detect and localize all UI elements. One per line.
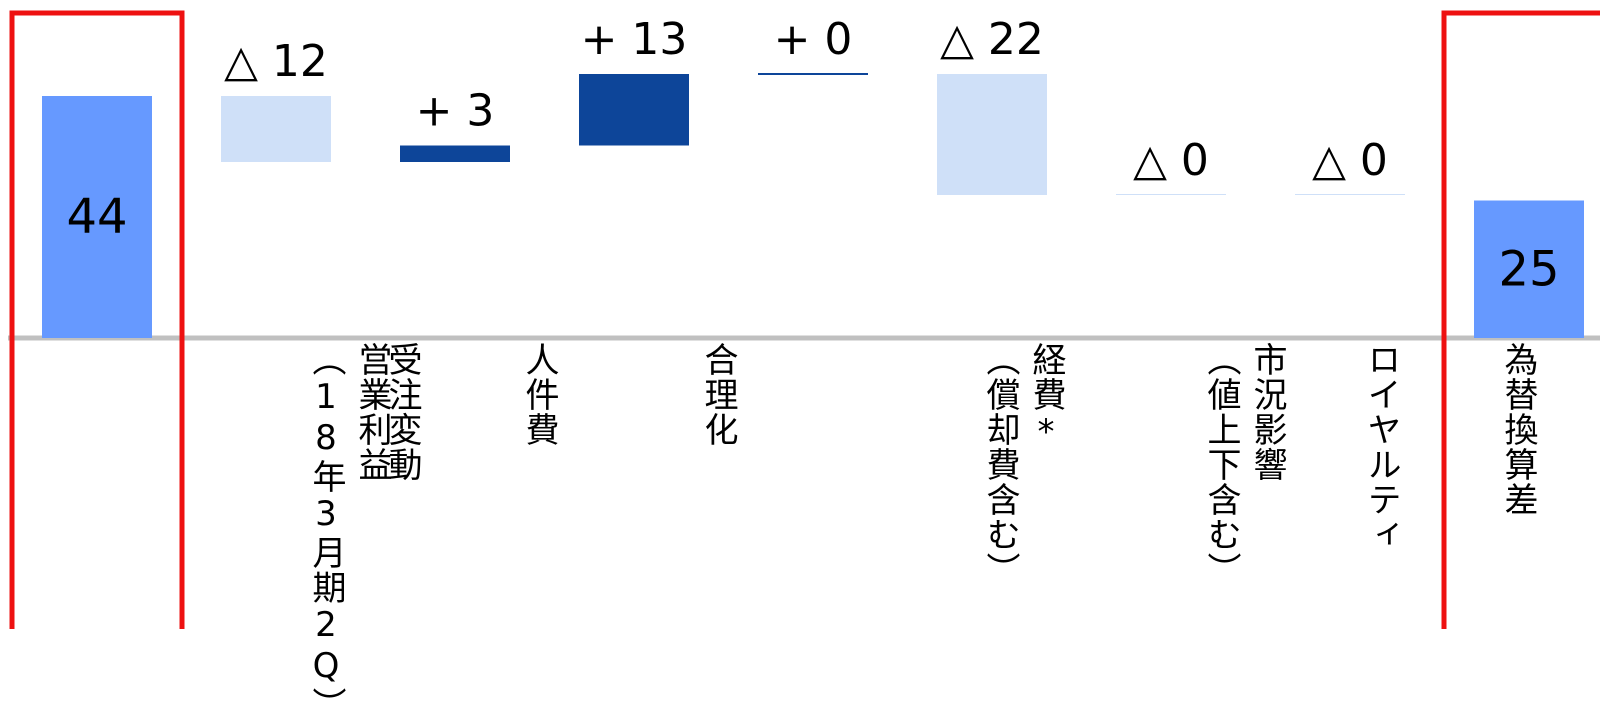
category-label-5: 市況影響 （値上下含む）: [948, 342, 1288, 587]
category-label-line: 営業利益: [352, 342, 392, 482]
bar-2: [400, 145, 510, 162]
bar-0: [42, 96, 152, 338]
data-label-1: △ 12: [224, 36, 328, 87]
bar-8: [1474, 200, 1584, 338]
bar-3: [579, 74, 689, 146]
data-label-2: + 3: [416, 86, 495, 137]
data-label-8: 25: [1498, 241, 1559, 297]
category-label-2: 人件費: [434, 342, 560, 447]
highlight-box-8: [1441, 10, 1600, 629]
bar-6: [1116, 194, 1226, 195]
category-label-4: 経費* （償却費含む）: [769, 342, 1067, 587]
category-label-6: ロイヤルティ: [1150, 342, 1402, 552]
data-label-7: △ 0: [1312, 135, 1388, 186]
category-label-line: ロイヤルティ: [1361, 342, 1401, 552]
bar-1: [221, 96, 331, 162]
bar-4: [758, 73, 868, 75]
category-label-3: 合理化: [613, 342, 739, 447]
highlight-box-0: [9, 10, 185, 629]
data-label-6: △ 0: [1133, 135, 1209, 186]
category-label-line: 市況影響: [1247, 342, 1287, 482]
category-label-line: 為替換算差: [1498, 342, 1538, 517]
data-label-4: + 0: [774, 14, 853, 65]
waterfall-chart: 44 △ 12 + 3 + 13 + 0 △ 22 △ 0 △ 0 25: [8, 10, 1600, 629]
data-label-3: + 13: [581, 14, 688, 65]
category-label-line: 合理化: [698, 342, 738, 447]
category-label-line: （値上下含む）: [1201, 342, 1241, 587]
category-label-line: 人件費: [519, 342, 559, 447]
category-label-8: 営業利益（19年3月期2Q）: [1485, 342, 1600, 722]
category-label-7: 為替換算差: [1329, 342, 1539, 517]
category-label-line: 経費*: [1026, 342, 1066, 453]
data-label-5: △ 22: [940, 14, 1044, 65]
category-label-1: 受注変動: [255, 342, 423, 482]
category-label-line: 受注変動: [382, 342, 422, 482]
data-label-0: 44: [66, 189, 127, 245]
bar-7: [1295, 194, 1405, 195]
category-label-line: （償却費含む）: [980, 342, 1020, 587]
bar-5: [937, 74, 1047, 195]
